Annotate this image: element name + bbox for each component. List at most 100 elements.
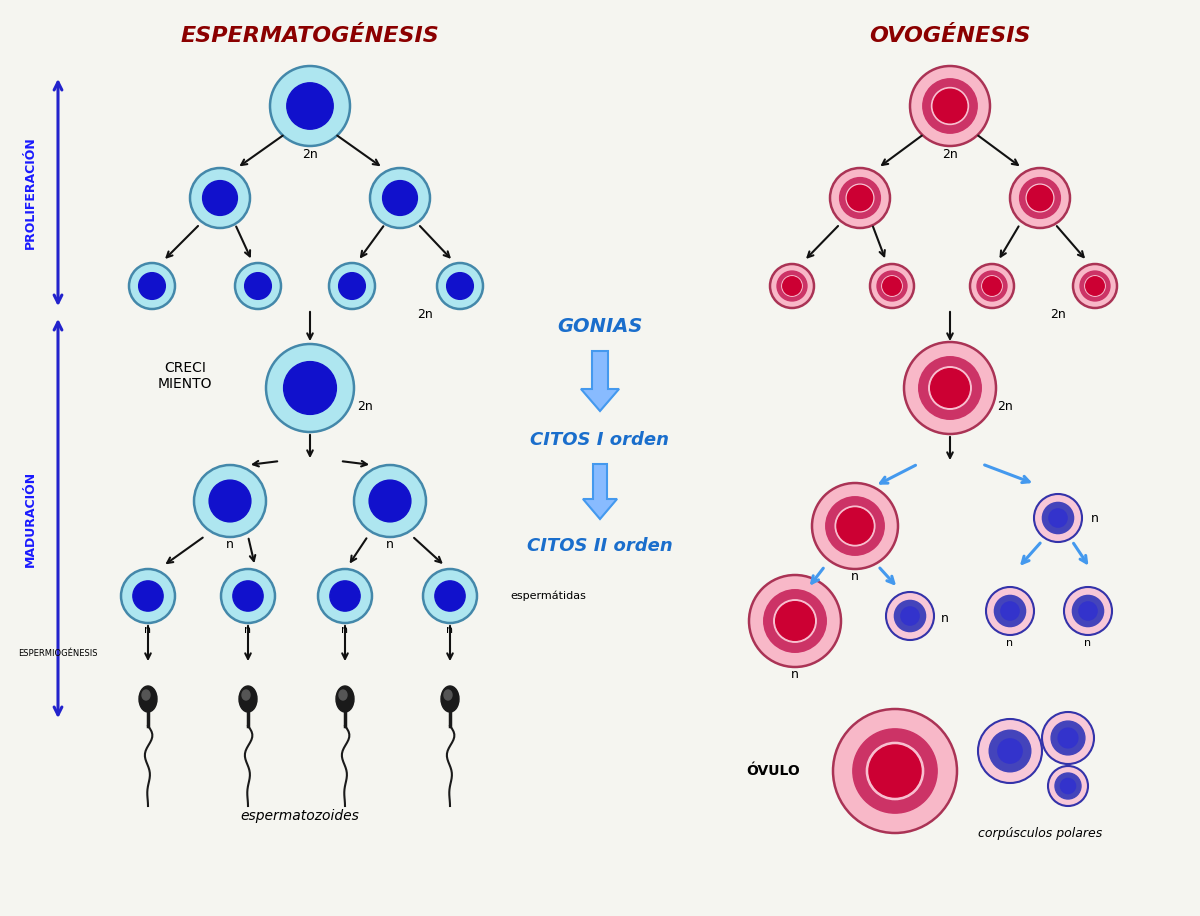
Ellipse shape <box>142 690 150 700</box>
Circle shape <box>1058 728 1078 747</box>
Text: CRECI
MIENTO: CRECI MIENTO <box>157 361 212 391</box>
Ellipse shape <box>336 686 354 712</box>
Text: espermátidas: espermátidas <box>510 591 586 601</box>
Circle shape <box>1026 184 1054 212</box>
Circle shape <box>434 581 466 611</box>
Circle shape <box>383 180 418 215</box>
Text: GONIAS: GONIAS <box>557 317 643 335</box>
Circle shape <box>836 508 874 544</box>
Circle shape <box>812 483 898 569</box>
Circle shape <box>866 742 924 800</box>
Text: 2n: 2n <box>358 399 373 412</box>
Circle shape <box>1080 271 1110 301</box>
Text: 2n: 2n <box>418 308 433 321</box>
Circle shape <box>1055 773 1081 799</box>
Circle shape <box>194 465 266 537</box>
Circle shape <box>982 276 1002 296</box>
Circle shape <box>778 271 806 301</box>
Circle shape <box>1034 494 1082 542</box>
Circle shape <box>1061 779 1075 793</box>
Circle shape <box>883 277 901 295</box>
Text: MADURACIÓN: MADURACIÓN <box>24 471 36 567</box>
Circle shape <box>1001 602 1019 620</box>
Circle shape <box>998 739 1022 763</box>
Circle shape <box>190 168 250 228</box>
Circle shape <box>233 581 263 611</box>
Text: espermatozoides: espermatozoides <box>240 809 360 823</box>
Circle shape <box>882 276 902 296</box>
Circle shape <box>931 88 968 125</box>
Circle shape <box>1049 509 1067 527</box>
Circle shape <box>270 66 350 146</box>
Circle shape <box>329 263 374 309</box>
Circle shape <box>923 79 977 133</box>
Circle shape <box>130 263 175 309</box>
Circle shape <box>221 569 275 623</box>
Circle shape <box>886 592 934 640</box>
Circle shape <box>763 590 827 652</box>
Text: n: n <box>144 625 151 635</box>
Text: ÓVULO: ÓVULO <box>746 764 800 778</box>
Circle shape <box>266 344 354 432</box>
Ellipse shape <box>340 690 347 700</box>
Circle shape <box>840 178 881 218</box>
Circle shape <box>330 581 360 611</box>
Circle shape <box>904 342 996 434</box>
Circle shape <box>983 277 1001 295</box>
Circle shape <box>853 729 937 813</box>
Circle shape <box>894 600 925 632</box>
Circle shape <box>209 480 251 522</box>
Text: 2n: 2n <box>942 147 958 160</box>
Text: ESPERMIOGÉNESIS: ESPERMIOGÉNESIS <box>18 649 97 659</box>
Circle shape <box>354 465 426 537</box>
Circle shape <box>424 569 478 623</box>
Circle shape <box>870 264 914 308</box>
Circle shape <box>989 730 1031 772</box>
Circle shape <box>833 709 958 833</box>
Circle shape <box>1086 277 1104 295</box>
Circle shape <box>121 569 175 623</box>
Circle shape <box>782 276 802 296</box>
Text: corpúsculos polares: corpúsculos polares <box>978 827 1102 841</box>
Circle shape <box>1020 178 1061 218</box>
Circle shape <box>318 569 372 623</box>
Circle shape <box>977 271 1007 301</box>
Circle shape <box>139 273 166 300</box>
Circle shape <box>910 66 990 146</box>
Text: 2n: 2n <box>302 147 318 160</box>
Circle shape <box>978 719 1042 783</box>
Circle shape <box>770 264 814 308</box>
Circle shape <box>929 366 971 409</box>
Circle shape <box>446 273 473 300</box>
Text: 2n: 2n <box>1050 308 1066 321</box>
Text: CITOS I orden: CITOS I orden <box>530 431 670 449</box>
Circle shape <box>1085 276 1105 296</box>
Circle shape <box>931 368 970 408</box>
Circle shape <box>986 587 1034 635</box>
Circle shape <box>1010 168 1070 228</box>
Circle shape <box>847 185 872 211</box>
Text: PROLIFERACIÓN: PROLIFERACIÓN <box>24 136 36 249</box>
Circle shape <box>835 507 875 546</box>
Ellipse shape <box>444 690 452 700</box>
Ellipse shape <box>442 686 458 712</box>
Circle shape <box>245 273 271 300</box>
Circle shape <box>283 362 336 414</box>
Ellipse shape <box>139 686 157 712</box>
Circle shape <box>1027 185 1052 211</box>
Circle shape <box>370 480 410 522</box>
Ellipse shape <box>239 686 257 712</box>
FancyArrow shape <box>581 351 619 411</box>
Circle shape <box>1073 595 1104 627</box>
Circle shape <box>877 271 907 301</box>
Text: n: n <box>342 625 348 635</box>
Circle shape <box>338 273 365 300</box>
Circle shape <box>1073 264 1117 308</box>
Circle shape <box>775 602 815 640</box>
Text: ESPERMATOGÉNESIS: ESPERMATOGÉNESIS <box>181 26 439 46</box>
Circle shape <box>133 581 163 611</box>
Circle shape <box>1048 766 1088 806</box>
Circle shape <box>1051 721 1085 755</box>
Text: n: n <box>1007 638 1014 648</box>
Circle shape <box>970 264 1014 308</box>
